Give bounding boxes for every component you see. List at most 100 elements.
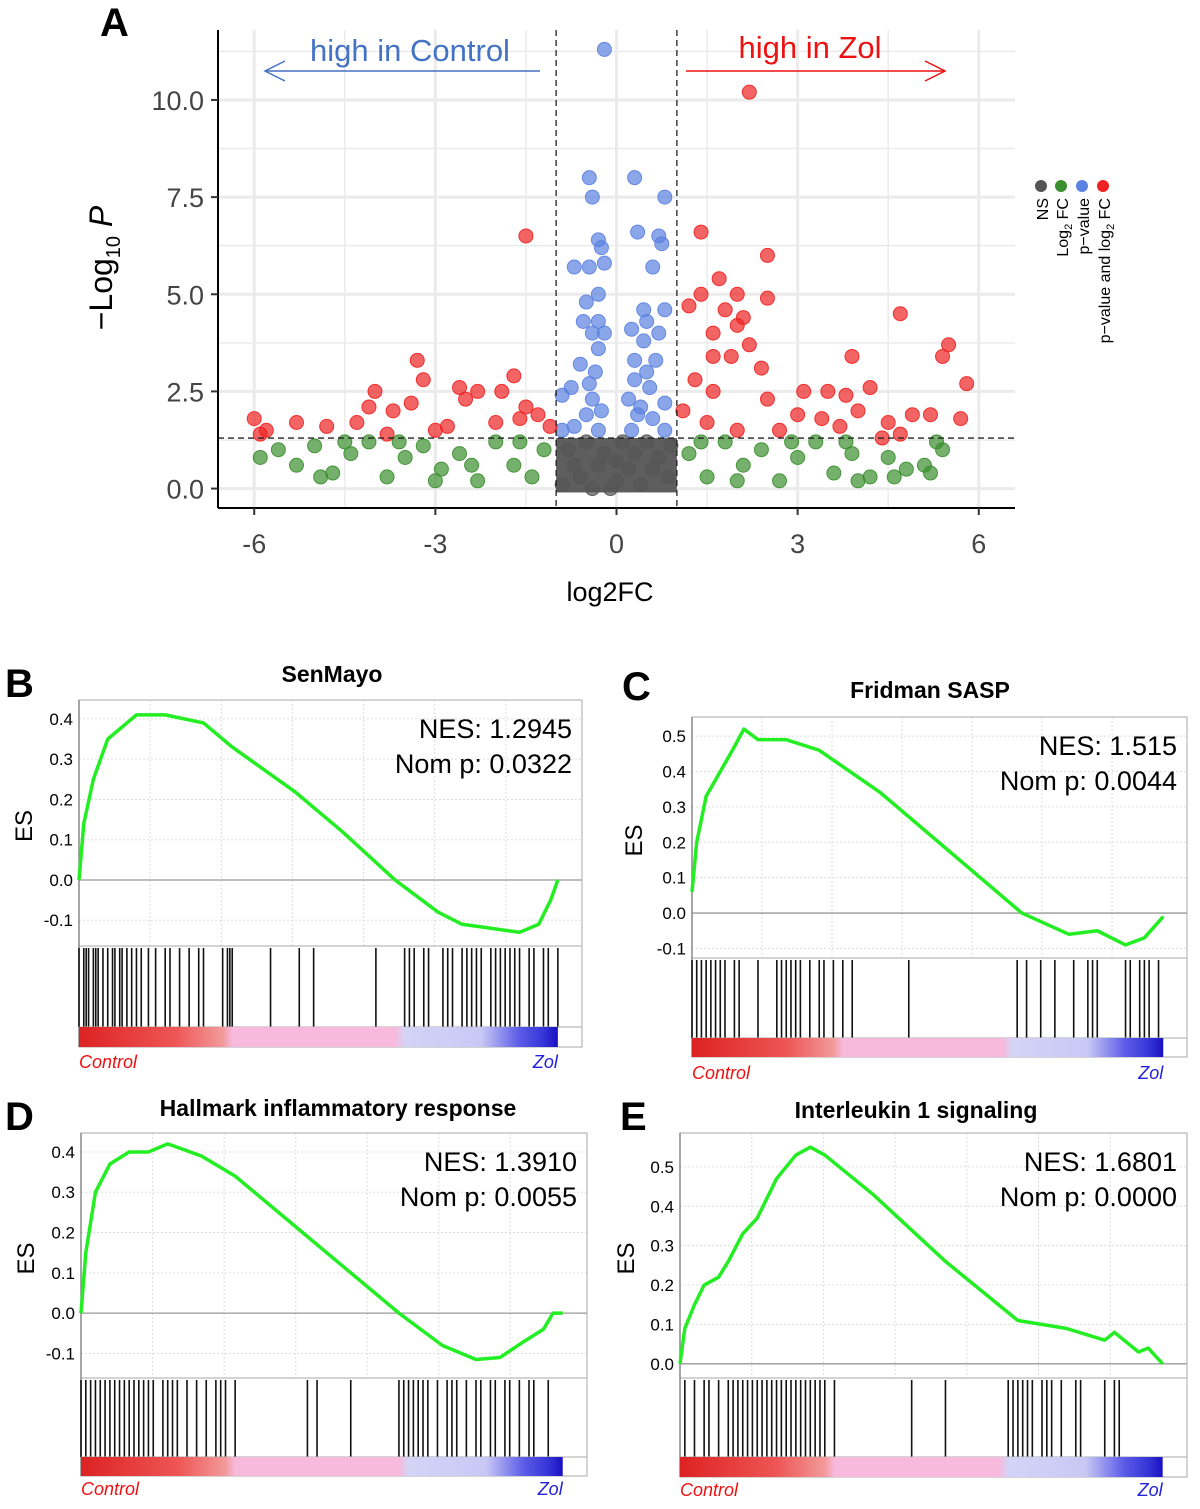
panel-title: Fridman SASP <box>850 677 1010 703</box>
y-tick-label: 0.4 <box>49 710 73 729</box>
point-log2-fc <box>288 457 304 473</box>
gsea-panel-d: D Hallmark inflammatory response -0.1 0.0 0.… <box>5 1095 588 1499</box>
annotation-left-text: high in Control <box>310 33 510 68</box>
nominal-p-label: Nom p: 0.0322 <box>395 749 572 779</box>
x-tick-label: -3 <box>423 529 447 559</box>
point-p-value-and-log2-fc <box>717 302 733 318</box>
panel-title: Hallmark inflammatory response <box>160 1095 517 1121</box>
point-log2-fc <box>681 446 697 462</box>
point-log2-fc <box>427 473 443 489</box>
gsea-panel-b: B SenMayo -0.1 0.0 0.1 0.2 0.3 0.4 ES NES: 1.2945… <box>5 661 583 1072</box>
point-log2-fc <box>735 457 751 473</box>
point-p-value-and-log2-fc <box>518 399 534 415</box>
point-log2-fc <box>772 473 788 489</box>
control-label: Control <box>680 1480 739 1500</box>
zol-label: Zol <box>537 1479 564 1499</box>
point-p-value <box>639 313 655 329</box>
point-p-value <box>624 321 640 337</box>
y-tick-label: 0.2 <box>49 790 73 809</box>
legend-label: p−value and log2 FC <box>1097 198 1117 343</box>
point-ns <box>651 449 667 465</box>
point-p-value-and-log2-fc <box>693 286 709 302</box>
point-p-value <box>654 236 670 252</box>
point-p-value <box>581 170 597 186</box>
y-axis-label: ES <box>13 1242 40 1274</box>
point-p-value <box>621 391 637 407</box>
threshold-lines <box>218 30 1015 508</box>
point-ns <box>572 469 588 485</box>
point-p-value-and-log2-fc <box>361 399 377 415</box>
point-p-value-and-log2-fc <box>959 376 975 392</box>
point-p-value-and-log2-fc <box>367 383 383 399</box>
nominal-p-label: Nom p: 0.0055 <box>400 1182 577 1212</box>
point-p-value <box>648 352 664 368</box>
point-p-value <box>657 422 673 438</box>
point-p-value-and-log2-fc <box>838 387 854 403</box>
point-p-value-and-log2-fc <box>753 360 769 376</box>
point-p-value-and-log2-fc <box>349 415 365 431</box>
y-axis-label: −Log10 P <box>83 205 125 330</box>
y-tick-label: -0.1 <box>46 1344 75 1363</box>
point-p-value <box>590 286 606 302</box>
x-tick-label: 6 <box>971 529 986 559</box>
point-ns <box>584 481 600 497</box>
annotation-high-in-zol: high in Zol <box>686 30 947 82</box>
point-p-value <box>581 259 597 275</box>
point-p-value-and-log2-fc <box>512 411 528 427</box>
point-p-value-and-log2-fc <box>850 403 866 419</box>
rank-color-bar <box>692 1038 1164 1057</box>
es-curve <box>690 727 1165 947</box>
legend-label: p−value <box>1076 198 1093 255</box>
point-ns <box>560 442 576 458</box>
point-p-value-and-log2-fc <box>687 372 703 388</box>
arrowhead-right-icon <box>924 60 947 82</box>
y-tick-label: 0.1 <box>662 869 686 888</box>
gsea-panel-e: E Interleukin 1 signaling 0.0 0.1 0.2 0.3 0.4 0… <box>613 1095 1188 1500</box>
panel-label-b: B <box>5 662 34 706</box>
point-log2-fc <box>717 434 733 450</box>
point-log2-fc <box>361 434 377 450</box>
point-ns <box>621 461 637 477</box>
control-label: Control <box>692 1063 751 1083</box>
point-p-value-and-log2-fc <box>759 391 775 407</box>
y-tick-label: 0.4 <box>650 1197 674 1216</box>
point-log2-fc <box>880 449 896 465</box>
gsea-panel-c: C Fridman SASP -0.1 0.0 0.1 0.2 0.3 0.4 0.5 ES NES… <box>621 665 1188 1083</box>
point-p-value-and-log2-fc <box>252 426 268 442</box>
point-p-value <box>554 387 570 403</box>
zol-label: Zol <box>1137 1480 1164 1500</box>
panel-title: SenMayo <box>282 661 383 687</box>
nes-label: NES: 1.515 <box>1039 731 1177 761</box>
point-p-value-and-log2-fc <box>759 247 775 263</box>
point-p-value-and-log2-fc <box>904 407 920 423</box>
legend-marker-icon <box>1055 180 1067 192</box>
point-p-value-and-log2-fc <box>246 411 262 427</box>
y-tick-label: 5.0 <box>166 280 204 310</box>
point-p-value-and-log2-fc <box>772 422 788 438</box>
point-log2-fc <box>784 434 800 450</box>
point-p-value <box>596 255 612 271</box>
y-tick-label: 0.3 <box>650 1237 674 1256</box>
point-log2-fc <box>850 473 866 489</box>
point-ns <box>627 446 643 462</box>
point-p-value <box>657 189 673 205</box>
es-curve <box>77 713 560 935</box>
point-p-value <box>657 302 673 318</box>
point-p-value-and-log2-fc <box>530 407 546 423</box>
point-log2-fc <box>307 438 323 454</box>
point-log2-fc <box>379 469 395 485</box>
point-log2-fc <box>270 442 286 458</box>
point-p-value-and-log2-fc <box>705 325 721 341</box>
point-p-value <box>581 376 597 392</box>
point-p-value-and-log2-fc <box>452 380 468 396</box>
volcano-plot: A -6 -3 0 3 6 0.0 2.5 5.0 7.5 10.0 log2FC −Log10 … <box>83 1 1117 607</box>
point-log2-fc <box>397 449 413 465</box>
point-log2-fc <box>313 469 329 485</box>
panel-label-c: C <box>622 665 651 709</box>
point-p-value-and-log2-fc <box>759 290 775 306</box>
point-p-value-and-log2-fc <box>814 411 830 427</box>
point-log2-fc <box>536 442 552 458</box>
point-ns <box>633 477 649 493</box>
point-p-value <box>584 189 600 205</box>
point-p-value-and-log2-fc <box>693 224 709 240</box>
